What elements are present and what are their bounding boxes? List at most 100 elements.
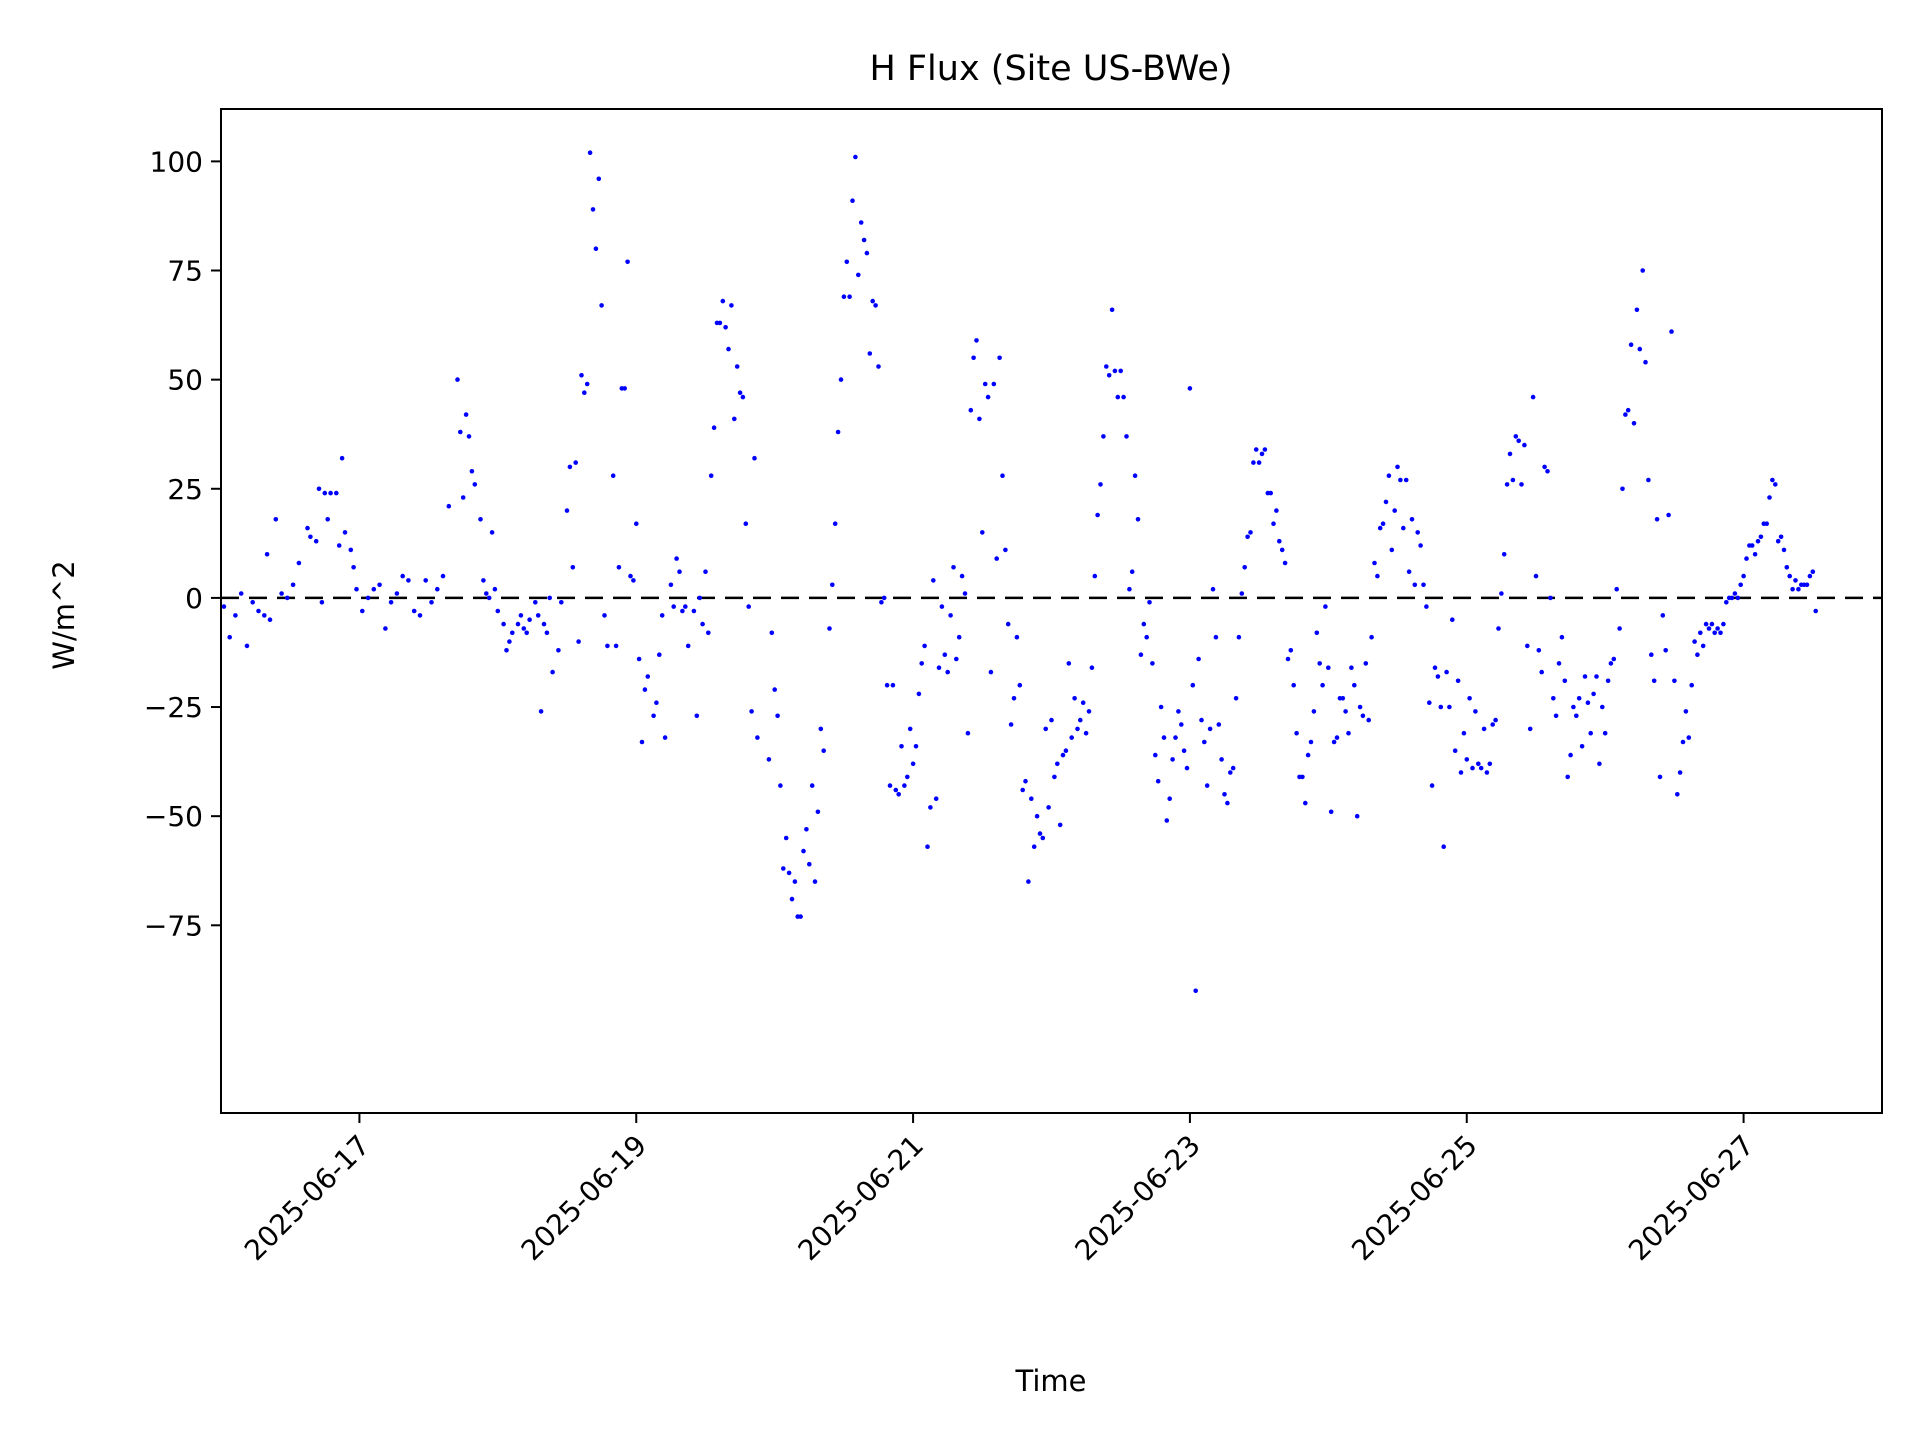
data-point (781, 866, 786, 871)
data-point (1173, 735, 1178, 740)
data-point (319, 600, 325, 605)
data-point (939, 604, 945, 609)
data-point (1380, 521, 1386, 526)
data-point (616, 565, 622, 570)
data-point (1349, 665, 1354, 670)
data-point (1585, 700, 1591, 705)
data-point (1415, 530, 1420, 535)
data-point (406, 578, 411, 583)
data-point (1017, 682, 1023, 688)
y-axis-label: W/m^2 (47, 560, 81, 669)
data-point (1617, 626, 1622, 631)
data-point (1519, 482, 1524, 487)
data-point (980, 530, 985, 535)
data-point (1729, 595, 1735, 601)
data-point (1631, 421, 1637, 426)
data-point (593, 246, 599, 251)
data-point (1334, 735, 1340, 740)
data-point (1735, 595, 1741, 601)
data-point (1187, 386, 1193, 391)
data-point (417, 613, 423, 618)
data-point (1020, 787, 1025, 793)
data-point (1245, 534, 1250, 540)
data-point (1389, 547, 1395, 553)
data-point (746, 604, 751, 609)
data-point (965, 730, 971, 736)
data-point (1683, 709, 1689, 714)
data-point (1176, 709, 1181, 714)
data-point (221, 604, 227, 609)
data-point (700, 621, 705, 627)
data-point (1778, 534, 1784, 540)
data-point (1703, 621, 1709, 627)
data-point (613, 643, 619, 649)
data-point (325, 517, 331, 522)
data-point (910, 761, 916, 767)
data-point (1354, 813, 1360, 819)
data-point (388, 600, 394, 605)
data-point (1640, 268, 1645, 273)
data-point (550, 669, 555, 675)
data-point (524, 630, 529, 636)
data-point (922, 643, 927, 649)
data-point (919, 661, 924, 666)
data-point (752, 455, 757, 461)
data-point (1066, 661, 1072, 666)
data-point (962, 591, 968, 596)
x-axis-label: Time (1015, 1364, 1087, 1398)
data-point (262, 613, 267, 618)
data-point (838, 377, 844, 382)
data-point (807, 861, 812, 867)
data-point (933, 796, 939, 801)
data-point (951, 565, 956, 570)
data-point (769, 630, 775, 636)
data-point (1161, 735, 1167, 740)
data-point (1328, 809, 1334, 815)
data-point (1588, 730, 1593, 736)
data-point (1057, 822, 1063, 828)
data-point (371, 586, 377, 592)
data-point (1470, 765, 1475, 771)
data-point (1450, 617, 1455, 622)
data-point (1193, 988, 1198, 994)
data-point (786, 870, 792, 876)
data-point (308, 534, 313, 540)
data-point (1135, 517, 1141, 522)
data-point (1190, 682, 1196, 688)
data-point (1179, 722, 1184, 727)
data-point (515, 621, 521, 627)
data-point (1582, 674, 1588, 679)
data-point (1043, 726, 1048, 732)
data-point (1253, 447, 1259, 452)
data-point (907, 726, 913, 732)
data-point (861, 237, 867, 243)
data-point (1230, 765, 1236, 771)
data-point (1401, 525, 1406, 531)
data-point (1377, 525, 1383, 531)
data-point (334, 490, 339, 496)
data-point (460, 495, 466, 500)
data-point (484, 591, 489, 596)
data-point (668, 582, 674, 588)
data-point (411, 608, 417, 614)
data-point (1158, 704, 1164, 710)
data-point (510, 630, 515, 636)
data-point (1331, 739, 1337, 745)
data-point (1447, 704, 1452, 710)
data-point (815, 809, 821, 815)
data-point (535, 613, 541, 618)
data-point (671, 604, 676, 609)
data-point (1689, 682, 1694, 688)
data-point (1625, 407, 1631, 413)
data-point (812, 879, 818, 884)
data-point (1314, 630, 1320, 636)
data-point (928, 805, 933, 810)
data-point (1383, 499, 1389, 505)
data-point (1527, 726, 1533, 732)
data-point (1481, 726, 1487, 732)
data-point (478, 517, 483, 522)
data-point (1357, 704, 1363, 710)
data-point (792, 879, 798, 884)
data-point (1078, 717, 1083, 723)
data-point (1695, 652, 1700, 657)
